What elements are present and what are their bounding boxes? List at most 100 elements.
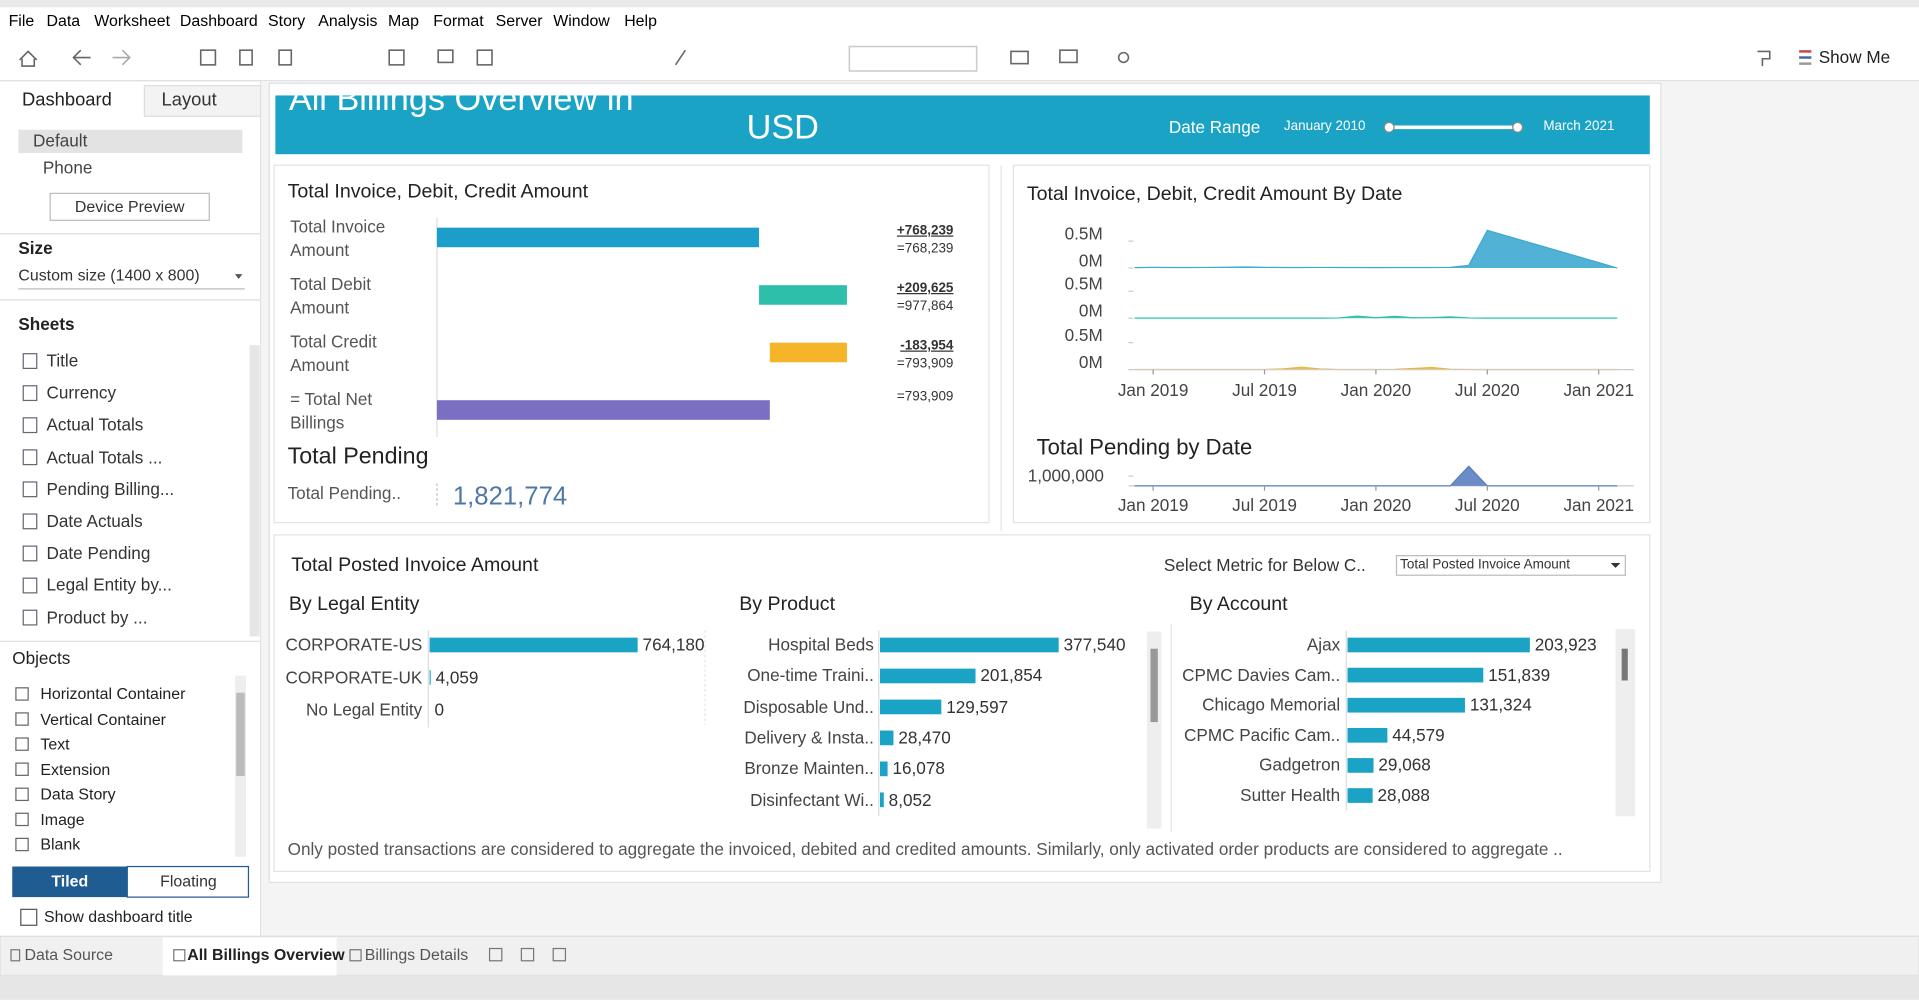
panel [273,164,990,524]
value-label: 29,068 [1378,755,1431,775]
value-label: 764,180 [642,634,705,655]
status-bar [0,975,1919,1000]
sheet-item[interactable]: Actual Totals ... [46,446,163,467]
menu-item[interactable]: Dashboard [179,11,258,30]
category-label: CPMC Pacific Cam.. [1184,725,1341,745]
category-label: No Legal Entity [306,699,423,720]
value-label: +209,625 [896,280,954,296]
device-selected [18,129,243,153]
category-label: Total Invoice Amount [290,216,386,260]
menu-item[interactable]: Window [553,11,610,30]
category-label: Gadgetron [1259,755,1341,775]
menu-item[interactable]: Story [268,11,306,30]
show-me[interactable]: Show Me [1818,47,1891,67]
waterfall-bar [769,342,847,363]
object-icon [15,787,29,802]
metric-dropdown[interactable] [1395,555,1626,576]
chart-title: Total Invoice, Debit, Credit Amount By D… [1026,184,1403,205]
chart-title: By Legal Entity [288,594,420,615]
sheet-tab[interactable]: Billings Details [364,945,469,964]
category-label: CORPORATE-UK [285,667,423,687]
bar [879,699,942,715]
slider-knob[interactable] [1383,121,1395,133]
bar [879,730,894,746]
tab-icons [10,947,567,962]
menu-item[interactable]: Map [387,11,419,30]
object-item[interactable]: Blank [40,834,81,854]
bar [429,670,431,685]
sheet-item[interactable]: Currency [46,382,117,403]
sheet-item[interactable]: Pending Billing... [46,479,175,499]
object-item[interactable]: Horizontal Container [40,684,186,703]
device-option[interactable]: Phone [42,157,93,177]
menu-item[interactable]: Analysis [318,11,378,30]
value-label: 4,059 [435,667,479,687]
section-title: Objects [12,648,71,668]
sheet-icon [22,609,38,626]
sheet-item[interactable]: Product by ... [46,607,148,627]
object-item[interactable]: Image [40,809,85,829]
chart-title: By Product [739,594,836,615]
sheet-item[interactable]: Title [46,350,79,371]
value-label: =793,909 [896,389,954,405]
object-icon [15,687,29,701]
metric-value[interactable]: Total Posted Invoice Amount [1400,557,1571,573]
menu-item[interactable]: Server [495,11,543,30]
sheet-icon [22,353,38,370]
bar [1347,667,1484,683]
x-tick-label: Jul 2019 [1232,495,1297,515]
slider-knob[interactable] [1512,121,1524,133]
x-tick-label: Jan 2019 [1117,380,1189,400]
object-item[interactable]: Vertical Container [40,709,166,728]
sheet-item[interactable]: Date Actuals [46,511,143,531]
sheet-icon [22,385,38,402]
date-end: March 2021 [1543,119,1615,134]
object-item[interactable]: Text [40,734,70,753]
waterfall-bar [759,285,847,305]
section-title: Total Posted Invoice Amount [291,554,539,576]
y-tick-label: 0.5M [1064,273,1103,294]
scrollbar-thumb [236,692,245,776]
object-item[interactable]: Data Story [40,784,116,804]
bar [879,792,884,808]
sheet-icon [22,513,38,530]
sheet-icon [22,449,38,466]
tiled-button[interactable]: Tiled [51,871,89,891]
sheet-item[interactable]: Actual Totals [46,414,144,435]
show-me-icon [1799,56,1812,59]
date-start: January 2010 [1283,119,1366,134]
menu-item[interactable]: File [8,11,35,30]
menu-item[interactable]: Worksheet [94,11,171,30]
y-tick-label: 0M [1078,250,1103,270]
sidebar-tab[interactable]: Dashboard [22,89,112,111]
scrollbar [1615,629,1636,817]
value-label: 28,088 [1377,785,1430,805]
object-icon [15,762,29,776]
sidebar-tab[interactable]: Layout [161,89,217,111]
show-title-checkbox[interactable]: Show dashboard title [44,907,193,926]
value-label: 151,839 [1488,664,1551,685]
currency: USD [746,107,819,146]
bar [879,668,976,684]
device-option[interactable]: Default [33,130,88,151]
y-tick-label: 0M [1078,300,1103,321]
sheet-item[interactable]: Legal Entity by... [46,575,172,595]
menu-item[interactable]: Data [46,11,81,30]
waterfall-bar [436,400,770,420]
category-label: CPMC Davies Cam.. [1182,664,1341,685]
running-label: =768,239 [896,241,954,257]
object-item[interactable]: Extension [40,759,111,779]
sheet-tab[interactable]: All Billings Overview [187,945,345,964]
sheet-item[interactable]: Date Pending [46,543,151,563]
menu-item[interactable]: Help [624,11,657,30]
value-label: 131,324 [1469,694,1532,715]
chart-title: Total Pending by Date [1036,434,1253,460]
floating-button[interactable]: Floating [160,871,217,891]
sheet-tab[interactable]: Data Source [24,945,113,964]
menu-item[interactable]: Format [433,11,484,30]
checkbox [20,908,38,926]
y-tick-label: 0M [1078,351,1103,372]
device-preview[interactable]: Device Preview [74,197,185,216]
size-dropdown[interactable]: Custom size (1400 x 800) [18,265,200,285]
scrollbar-thumb [1621,648,1628,681]
